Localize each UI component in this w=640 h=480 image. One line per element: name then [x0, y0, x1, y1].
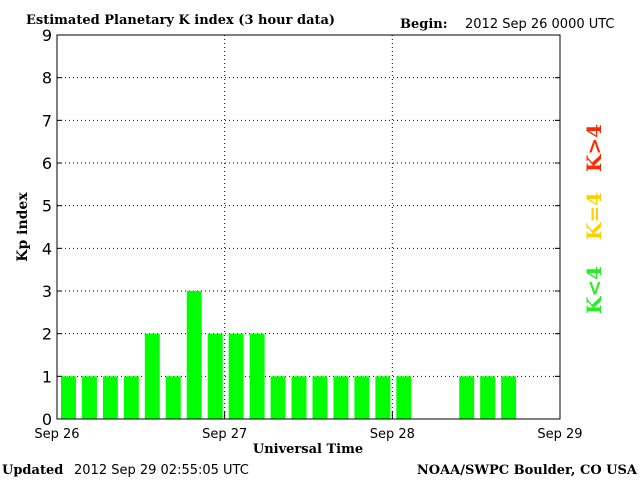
- y-tick-label: 7: [42, 111, 52, 130]
- kp-bar: [480, 376, 496, 419]
- legend-k-equal-4: K=4: [582, 192, 606, 240]
- kp-bar: [207, 333, 223, 419]
- y-tick-label: 4: [42, 239, 52, 258]
- y-tick-label: 9: [42, 26, 52, 45]
- y-axis-label: Kp index: [15, 192, 31, 262]
- kp-bar: [81, 376, 97, 419]
- kp-bar: [459, 376, 475, 419]
- kp-bar: [249, 333, 265, 419]
- begin-label: Begin:: [400, 17, 448, 32]
- x-axis-label: Universal Time: [253, 442, 363, 457]
- kp-bar: [228, 333, 244, 419]
- updated-label: Updated: [2, 463, 63, 478]
- legend-k-less-4: K<4: [582, 266, 606, 314]
- x-tick-label: Sep 26: [34, 427, 79, 442]
- bars-group: [61, 291, 517, 419]
- source-credit: NOAA/SWPC Boulder, CO USA: [417, 463, 638, 478]
- legend-k-greater-4: K>4: [582, 124, 606, 172]
- y-tick-label: 6: [42, 154, 52, 173]
- kp-bar: [354, 376, 370, 419]
- plot-frame: [56, 34, 561, 420]
- kp-bar: [144, 333, 160, 419]
- kp-bar: [186, 291, 202, 419]
- kp-bar: [375, 376, 391, 419]
- grid-lines: [57, 35, 560, 419]
- kp-bar: [61, 376, 76, 419]
- kp-bar: [333, 376, 349, 419]
- y-tick-label: 3: [42, 282, 52, 301]
- y-tick-label: 5: [42, 197, 52, 216]
- y-tick-label: 0: [42, 410, 52, 429]
- x-axis-ticks: Sep 26 Sep 27 Sep 28 Sep 29: [34, 411, 583, 442]
- y-tick-label: 1: [42, 367, 52, 386]
- chart-title: Estimated Planetary K index (3 hour data…: [26, 13, 335, 28]
- kp-bar: [291, 376, 307, 419]
- kp-bar: [312, 376, 328, 419]
- begin-value: 2012 Sep 26 0000 UTC: [465, 17, 615, 32]
- kp-bar: [102, 376, 118, 419]
- kp-bar: [123, 376, 139, 419]
- x-tick-label: Sep 29: [537, 427, 582, 442]
- x-tick-label: Sep 28: [370, 427, 415, 442]
- kp-bar: [396, 376, 412, 419]
- y-axis-ticks: 0 1 2 3 4 5 6 7 8 9: [42, 26, 560, 429]
- y-tick-label: 8: [42, 69, 52, 88]
- updated-value: 2012 Sep 29 02:55:05 UTC: [74, 463, 249, 478]
- kp-bar: [501, 376, 517, 419]
- kp-bar: [165, 376, 181, 419]
- y-tick-label: 2: [42, 325, 52, 344]
- x-tick-label: Sep 27: [202, 427, 247, 442]
- kp-bar: [270, 376, 286, 419]
